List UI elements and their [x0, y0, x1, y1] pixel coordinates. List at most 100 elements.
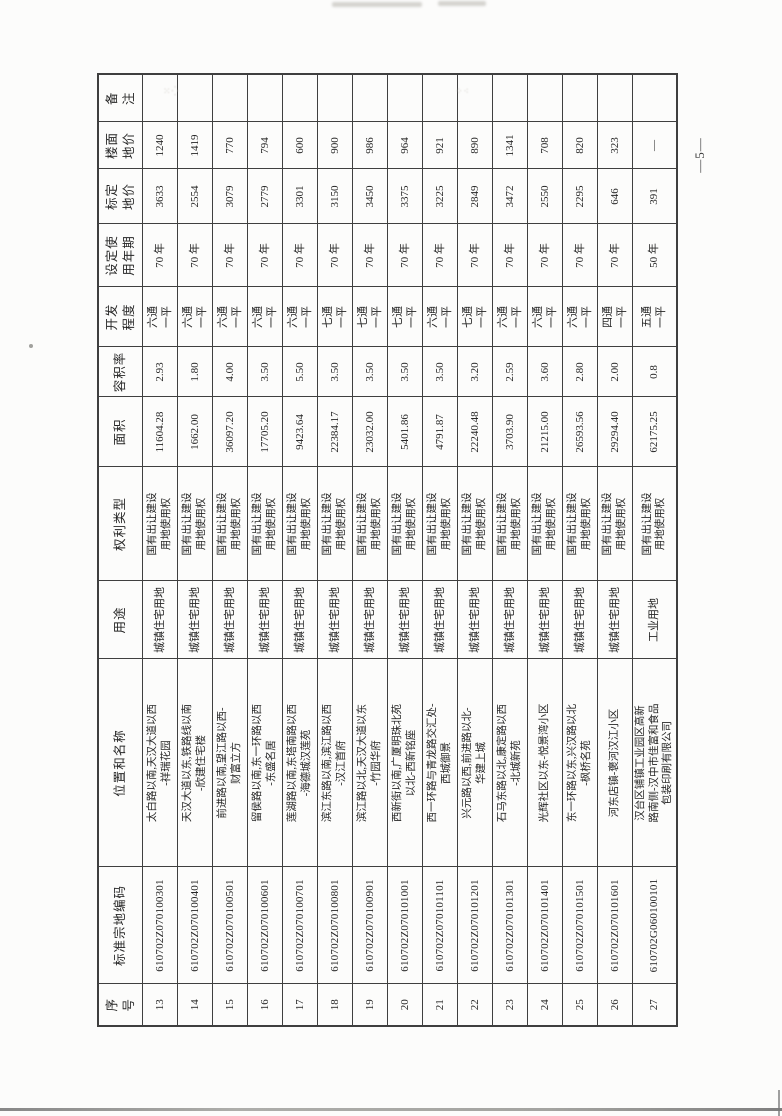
cell-floor-price: 794 — [247, 122, 283, 169]
cell-area: 22240.48 — [457, 397, 493, 467]
cell-remark — [422, 74, 458, 122]
cell-plot-ratio: 1.80 — [177, 347, 213, 397]
cell-right-type: 国有出让建设 用地使用权 — [527, 467, 563, 581]
cell-development: 七通 一平 — [387, 287, 423, 347]
cell-plot-ratio: 5.50 — [282, 347, 318, 397]
cell-floor-price: 323 — [597, 122, 633, 169]
cell-floor-price: 964 — [387, 122, 423, 169]
cell-marked-price: 3150 — [317, 169, 353, 224]
cell-parcel-code: 610702Z070101301 — [492, 867, 528, 984]
cell-location: 滨江路以北,天汉大道以东 -竹园华府 — [352, 659, 388, 867]
cell-marked-price: 3225 — [422, 169, 458, 224]
cell-land-use: 城镇住宅用地 — [457, 581, 493, 659]
header-location: 位置和名称 — [98, 659, 143, 867]
cell-floor-price: 921 — [422, 122, 458, 169]
cell-development: 五通 一平 — [632, 287, 677, 347]
cell-use-term: 70 年 — [212, 224, 248, 287]
cell-area: 36097.20 — [212, 397, 248, 467]
cell-plot-ratio: 3.50 — [422, 347, 458, 397]
cell-parcel-code: 610702Z070100501 — [212, 867, 248, 984]
cell-right-type: 国有出让建设 用地使用权 — [562, 467, 598, 581]
cell-use-term: 70 年 — [177, 224, 213, 287]
cell-plot-ratio: 4.00 — [212, 347, 248, 397]
table-row: 18 610702Z070100801 滨江东路以南,滨江路以西 -汉江首府 城… — [317, 74, 353, 1026]
cell-development: 六通 一平 — [422, 287, 458, 347]
cell-land-use: 城镇住宅用地 — [352, 581, 388, 659]
cell-plot-ratio: 3.50 — [387, 347, 423, 397]
cell-use-term: 70 年 — [282, 224, 318, 287]
cell-area: 62175.25 — [632, 397, 677, 467]
cell-remark — [387, 74, 423, 122]
cell-serial: 18 — [317, 984, 353, 1026]
cell-serial: 26 — [597, 984, 633, 1026]
cell-use-term: 70 年 — [142, 224, 178, 287]
cell-parcel-code: 610702Z070101401 — [527, 867, 563, 984]
table-row: 17 610702Z070100701 莲湖路以南,东塔南路以西 -海德城汉莲苑… — [282, 74, 318, 1026]
page-number: —5— — [692, 137, 707, 173]
cell-land-use: 城镇住宅用地 — [142, 581, 178, 659]
cell-floor-price: 900 — [317, 122, 353, 169]
cell-land-use: 城镇住宅用地 — [247, 581, 283, 659]
header-plot-ratio: 容积率 — [98, 347, 143, 397]
cell-area: 26593.56 — [562, 397, 598, 467]
header-land-use: 用途 — [98, 581, 143, 659]
cell-marked-price: 391 — [632, 169, 677, 224]
cell-location: 天汉大道以东,铁路线以南 -欣建住宅楼 — [177, 659, 213, 867]
cell-marked-price: 646 — [597, 169, 633, 224]
cell-remark — [492, 74, 528, 122]
cell-area: 9423.64 — [282, 397, 318, 467]
cell-remark — [317, 74, 353, 122]
cell-development: 六通 一平 — [247, 287, 283, 347]
cell-location: 前进路以南,望江路以西- 财富立方 — [212, 659, 248, 867]
cell-serial: 27 — [632, 984, 677, 1026]
cell-remark — [527, 74, 563, 122]
cell-serial: 13 — [142, 984, 178, 1026]
rotated-table-wrapper: 序 号 标准宗地编码 位置和名称 用途 权利类型 面积 容积率 开发 程度 设定… — [97, 73, 678, 1027]
cell-use-term: 70 年 — [387, 224, 423, 287]
cell-remark — [352, 74, 388, 122]
cell-parcel-code: 610702Z070101101 — [422, 867, 458, 984]
header-area: 面积 — [98, 397, 143, 467]
cell-area: 29294.40 — [597, 397, 633, 467]
cell-serial: 24 — [527, 984, 563, 1026]
cell-land-use: 城镇住宅用地 — [597, 581, 633, 659]
table-row: 15 610702Z070100501 前进路以南,望江路以西- 财富立方 城镇… — [212, 74, 248, 1026]
cell-area: 4791.87 — [422, 397, 458, 467]
header-remark: 备 注 — [98, 74, 143, 122]
cell-marked-price: 3450 — [352, 169, 388, 224]
header-floor-price: 楼面 地价 — [98, 122, 143, 169]
cell-area: 1662.00 — [177, 397, 213, 467]
cell-right-type: 国有出让建设 用地使用权 — [597, 467, 633, 581]
cell-parcel-code: 610702Z070100701 — [282, 867, 318, 984]
cell-marked-price: 2849 — [457, 169, 493, 224]
cell-location: 留侯路以南,东一环路以西 -东盛名居 — [247, 659, 283, 867]
cell-floor-price: 708 — [527, 122, 563, 169]
cell-area: 3703.90 — [492, 397, 528, 467]
cell-floor-price: 770 — [212, 122, 248, 169]
cell-marked-price: 2295 — [562, 169, 598, 224]
cell-use-term: 70 年 — [492, 224, 528, 287]
header-row: 序 号 标准宗地编码 位置和名称 用途 权利类型 面积 容积率 开发 程度 设定… — [98, 74, 143, 1026]
cell-plot-ratio: 2.93 — [142, 347, 178, 397]
cell-land-use: 城镇住宅用地 — [317, 581, 353, 659]
table-row: 24 610702Z070101401 光辉社区以东-悦景湾小区 城镇住宅用地 … — [527, 74, 563, 1026]
cell-parcel-code: 610702Z070100601 — [247, 867, 283, 984]
cell-floor-price: 890 — [457, 122, 493, 169]
cell-serial: 22 — [457, 984, 493, 1026]
cell-location: 西一环路与青龙路交汇处- 西城御景 — [422, 659, 458, 867]
cell-development: 七通 一平 — [317, 287, 353, 347]
scan-edge-right — [778, 1090, 780, 1116]
table-body: 13 610702Z070100301 太白路以南,天汉大道以西 -祥瑞花园 城… — [142, 74, 677, 1026]
cell-serial: 21 — [422, 984, 458, 1026]
table-row: 13 610702Z070100301 太白路以南,天汉大道以西 -祥瑞花园 城… — [142, 74, 178, 1026]
cell-parcel-code: 610702G060100101 — [632, 867, 677, 984]
cell-location: 莲湖路以南,东塔南路以西 -海德城汉莲苑 — [282, 659, 318, 867]
cell-remark — [632, 74, 677, 122]
cell-area: 5401.86 — [387, 397, 423, 467]
cell-land-use: 城镇住宅用地 — [282, 581, 318, 659]
cell-area: 22384.17 — [317, 397, 353, 467]
cell-area: 17705.20 — [247, 397, 283, 467]
cell-remark — [562, 74, 598, 122]
cell-serial: 25 — [562, 984, 598, 1026]
cell-land-use: 城镇住宅用地 — [177, 581, 213, 659]
